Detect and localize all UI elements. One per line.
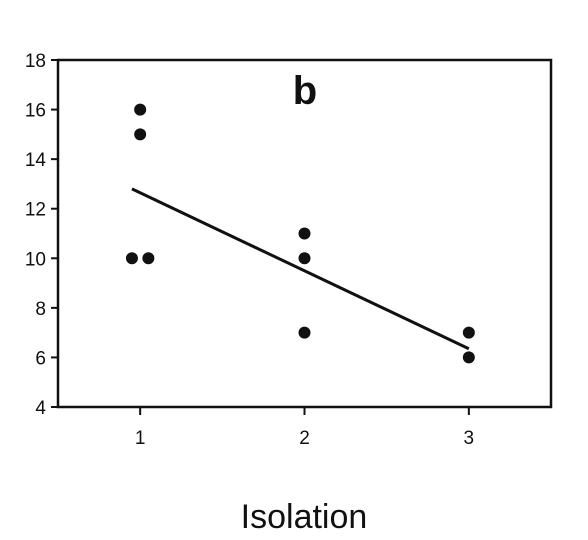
x-tick-label: 3 bbox=[464, 428, 475, 449]
x-tick-label: 2 bbox=[299, 428, 310, 449]
x-axis: 1 2 3 bbox=[135, 407, 474, 449]
data-point bbox=[298, 252, 311, 265]
data-point bbox=[125, 252, 138, 265]
y-tick-label: 12 bbox=[25, 200, 46, 221]
y-tick-label: 16 bbox=[25, 101, 46, 122]
data-point bbox=[142, 252, 155, 265]
data-points bbox=[125, 103, 475, 364]
y-tick-label: 6 bbox=[35, 348, 46, 369]
panel-label: b bbox=[293, 69, 317, 113]
x-tick-label: 1 bbox=[135, 428, 146, 449]
y-tick-label: 14 bbox=[25, 150, 47, 171]
y-tick-label: 8 bbox=[35, 299, 46, 320]
data-point bbox=[462, 351, 475, 364]
y-tick-label: 10 bbox=[25, 249, 46, 270]
y-tick-label: 4 bbox=[35, 398, 46, 419]
trend-line bbox=[131, 187, 470, 351]
data-point bbox=[134, 103, 147, 116]
x-axis-title: Isolation bbox=[241, 498, 368, 536]
y-axis: 4 6 8 10 12 14 16 18 bbox=[25, 51, 58, 419]
data-point bbox=[462, 326, 475, 339]
trend-line-group bbox=[131, 187, 470, 351]
data-point bbox=[298, 227, 311, 240]
data-point bbox=[298, 326, 311, 339]
y-tick-label: 18 bbox=[25, 51, 46, 72]
data-point bbox=[134, 128, 147, 141]
